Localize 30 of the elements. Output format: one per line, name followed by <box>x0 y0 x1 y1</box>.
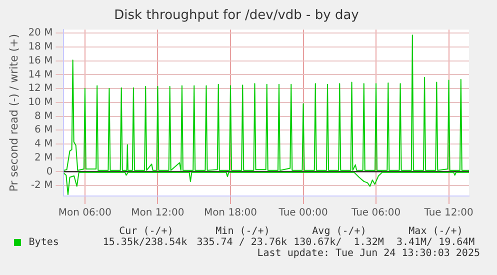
y-axis-title: Pr second read (-) / write (+) <box>7 34 20 192</box>
x-tick-label: Tue 00:00 <box>278 208 328 219</box>
text: 130.67k/ 1.32M <box>292 237 385 248</box>
y-tick-label: 8 M <box>34 110 53 122</box>
y-tick-label: 20 M <box>28 28 53 39</box>
x-tick-label: Tue 06:00 <box>350 208 401 219</box>
y-tick-label: 18 M <box>28 42 53 53</box>
text: 15.35k/238.54k <box>102 237 188 248</box>
y-tick-label: 2 M <box>34 152 53 164</box>
y-tick-label: 6 M <box>34 124 53 136</box>
text: Min (-/+) <box>214 226 271 237</box>
legend-label: Bytes <box>28 237 60 248</box>
y-tick-label: 4 M <box>34 138 53 150</box>
y-tick-label: 12 M <box>28 83 53 94</box>
y-tick-label: 16 M <box>28 55 53 66</box>
text: Avg (-/+) <box>311 226 368 237</box>
chart-title: Disk throughput for /dev/vdb - by day <box>114 8 360 24</box>
y-tick-label: -2 M <box>30 180 53 192</box>
y-tick-label: 0 <box>46 166 53 178</box>
x-tick-label: Mon 12:00 <box>131 208 184 219</box>
y-tick-label: 14 M <box>28 69 53 80</box>
text: Max (-/+) <box>408 226 464 237</box>
text: Cur (-/+) <box>118 226 174 237</box>
text: 335.74 / 23.76k <box>196 237 288 248</box>
x-tick-label: Mon 06:00 <box>58 208 112 219</box>
text: Last update: Tue Jun 24 13:30:03 2025 <box>256 248 481 259</box>
y-tick-label: 10 M <box>28 96 53 108</box>
text: 3.41M/ 19.64M <box>395 237 476 248</box>
x-tick-label: Tue 12:00 <box>423 208 474 219</box>
x-tick-label: Mon 18:00 <box>204 208 258 219</box>
